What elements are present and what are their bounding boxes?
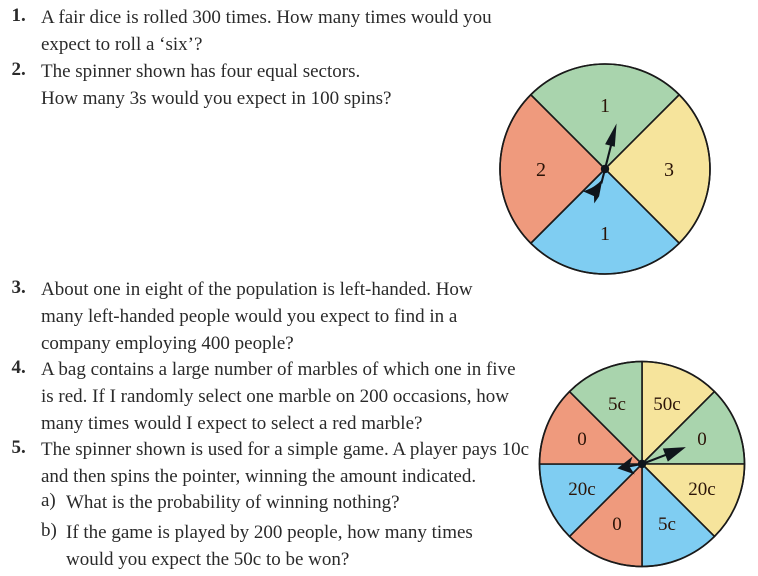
svg-text:5c: 5c (608, 394, 626, 415)
svg-text:0: 0 (577, 429, 587, 450)
svg-text:1: 1 (600, 223, 610, 245)
svg-text:3: 3 (664, 159, 674, 181)
svg-text:2: 2 (536, 159, 546, 181)
svg-text:0: 0 (697, 429, 707, 450)
svg-text:50c: 50c (653, 394, 680, 415)
svg-text:20c: 20c (568, 479, 595, 500)
svg-text:1: 1 (600, 95, 610, 117)
svg-text:0: 0 (612, 514, 622, 535)
svg-text:5c: 5c (658, 514, 676, 535)
svg-text:20c: 20c (688, 479, 715, 500)
